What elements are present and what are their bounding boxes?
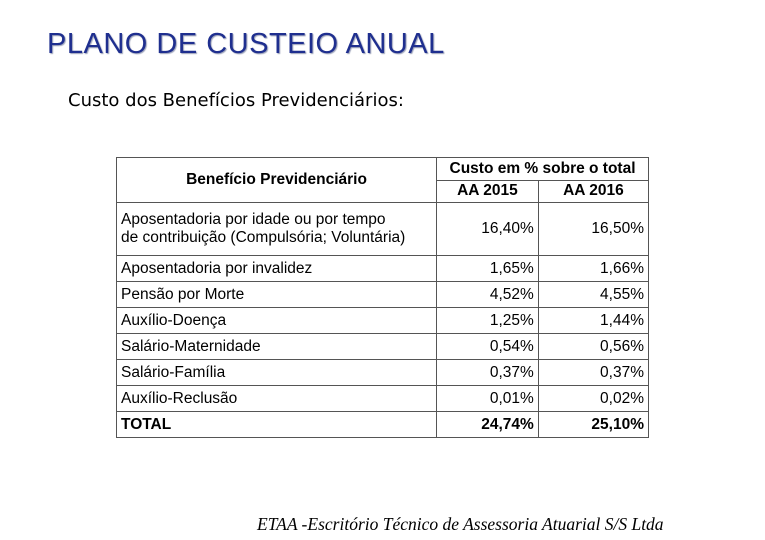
total-label: TOTAL bbox=[115, 411, 438, 438]
cell-2015: 1,25% bbox=[436, 307, 539, 334]
cell-2016: 4,55% bbox=[537, 281, 650, 308]
row-label: Salário-Família bbox=[115, 359, 438, 386]
cell-2015: 16,40% bbox=[436, 202, 539, 256]
column-header-cost-group: Custo em % sobre o total bbox=[436, 157, 649, 181]
benefit-cost-table: Benefício Previdenciário Custo em % sobr… bbox=[115, 157, 650, 438]
table-row: Pensão por Morte 4,52% 4,55% bbox=[115, 281, 650, 308]
table-row: Aposentadoria por invalidez 1,65% 1,66% bbox=[115, 255, 650, 282]
page-title: PLANO DE CUSTEIO ANUAL bbox=[47, 28, 445, 60]
cell-2015: 4,52% bbox=[436, 281, 539, 308]
table-header-row: Benefício Previdenciário Custo em % sobr… bbox=[115, 157, 649, 203]
table-row: Auxílio-Reclusão 0,01% 0,02% bbox=[115, 385, 650, 412]
row-label-line1: Aposentadoria por idade ou por tempo bbox=[121, 211, 386, 228]
row-label: Aposentadoria por idade ou por tempo de … bbox=[115, 202, 438, 256]
cell-2016: 0,37% bbox=[537, 359, 650, 386]
row-label-line2: de contribuição (Compulsória; Voluntária… bbox=[121, 229, 406, 246]
row-label: Salário-Maternidade bbox=[115, 333, 438, 360]
row-label: Auxílio-Reclusão bbox=[115, 385, 438, 412]
table-row: Salário-Maternidade 0,54% 0,56% bbox=[115, 333, 650, 360]
cell-2015: 0,37% bbox=[436, 359, 539, 386]
row-label: Auxílio-Doença bbox=[115, 307, 438, 334]
cell-2016: 1,44% bbox=[537, 307, 650, 334]
row-label: Pensão por Morte bbox=[115, 281, 438, 308]
cell-2015: 1,65% bbox=[436, 255, 539, 282]
column-header-benefit: Benefício Previdenciário bbox=[115, 157, 438, 203]
total-2016: 25,10% bbox=[537, 411, 650, 438]
cell-2016: 1,66% bbox=[537, 255, 650, 282]
footer-company-name: ETAA -Escritório Técnico de Assessoria A… bbox=[257, 514, 664, 534]
table-row: Salário-Família 0,37% 0,37% bbox=[115, 359, 650, 386]
column-header-2015: AA 2015 bbox=[436, 179, 539, 203]
row-label: Aposentadoria por invalidez bbox=[115, 255, 438, 282]
cell-2016: 16,50% bbox=[537, 202, 650, 256]
cell-2015: 0,54% bbox=[436, 333, 539, 360]
cell-2015: 0,01% bbox=[436, 385, 539, 412]
total-2015: 24,74% bbox=[436, 411, 539, 438]
page-subtitle: Custo dos Benefícios Previdenciários: bbox=[68, 90, 404, 111]
cell-2016: 0,56% bbox=[537, 333, 650, 360]
table-total-row: TOTAL 24,74% 25,10% bbox=[115, 411, 650, 438]
table-row: Aposentadoria por idade ou por tempo de … bbox=[115, 202, 650, 256]
cell-2016: 0,02% bbox=[537, 385, 650, 412]
column-header-2016: AA 2016 bbox=[537, 179, 650, 203]
table-row: Auxílio-Doença 1,25% 1,44% bbox=[115, 307, 650, 334]
